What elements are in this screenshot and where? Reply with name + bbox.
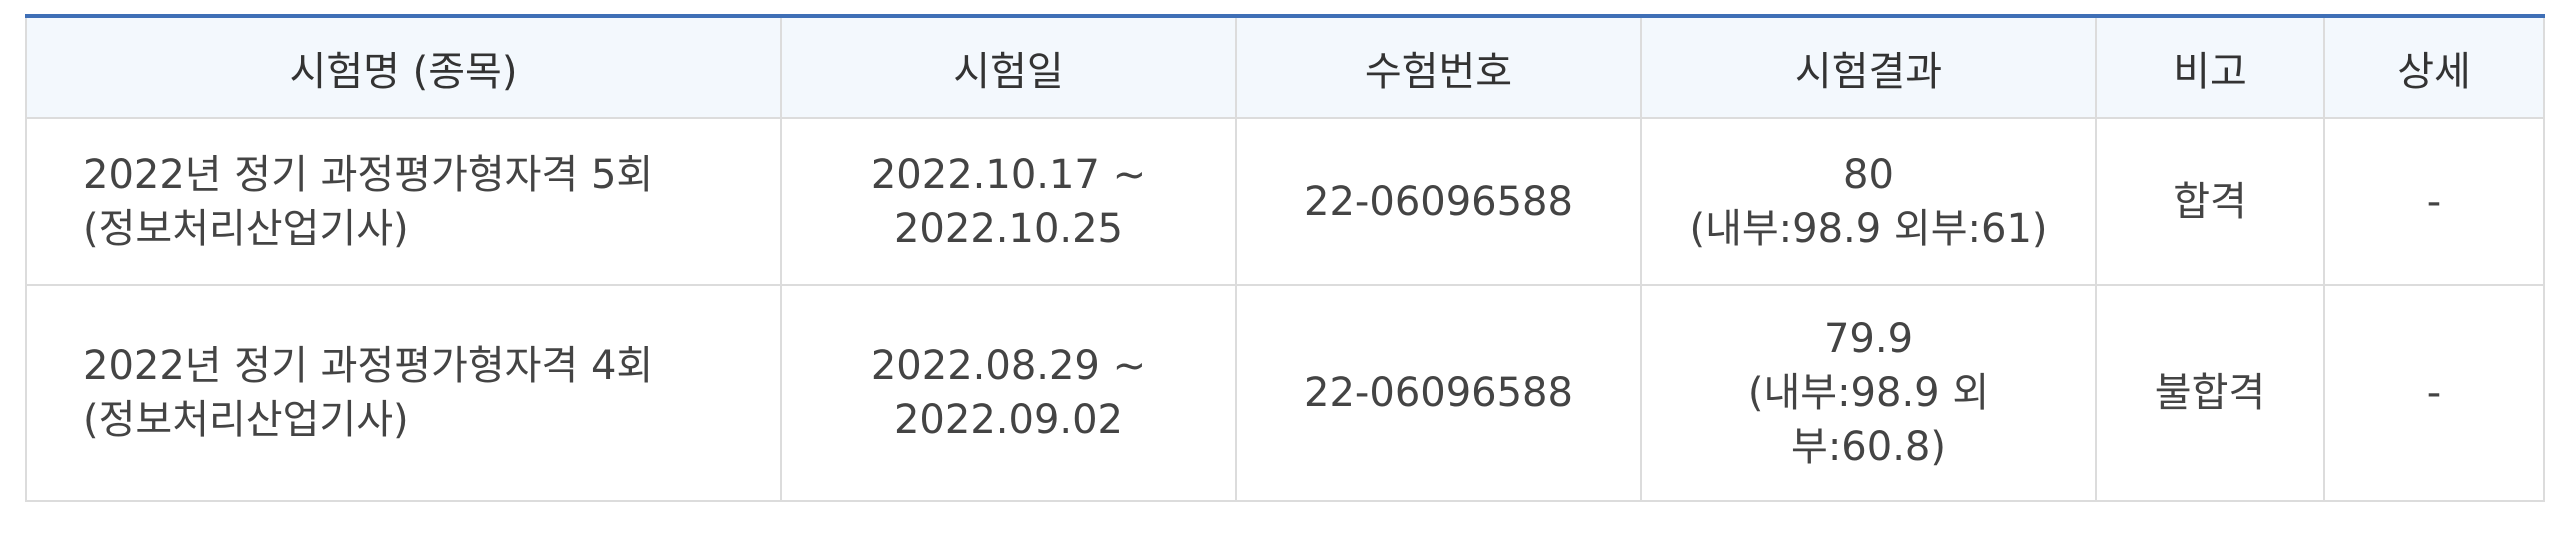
exam-score: 80 bbox=[1843, 151, 1894, 198]
exam-score-detail: (내부:98.9 외부:61) bbox=[1689, 205, 2048, 252]
exam-field: (정보처리산업기사) bbox=[83, 397, 409, 443]
header-exam-result: 시험결과 bbox=[1640, 16, 2097, 119]
detail-cell: - bbox=[2323, 285, 2545, 502]
exam-results-table: 시험명 (종목) 시험일 수험번호 시험결과 비고 상세 2022년 정기 과정… bbox=[25, 14, 2545, 502]
exam-date-start: 2022.10.17 ~ bbox=[870, 151, 1147, 198]
exam-date-start: 2022.08.29 ~ bbox=[870, 343, 1147, 389]
detail-value: - bbox=[2426, 370, 2442, 416]
exam-number-cell: 22-06096588 bbox=[1235, 285, 1642, 502]
header-exam-name: 시험명 (종목) bbox=[25, 16, 782, 119]
table-row: 2022년 정기 과정평가형자격 5회 (정보처리산업기사) 2022.10.1… bbox=[25, 118, 2545, 286]
pass-status: 합격 bbox=[2173, 178, 2247, 225]
exam-date-cell: 2022.10.17 ~ 2022.10.25 bbox=[780, 118, 1237, 286]
exam-number: 22-06096588 bbox=[1304, 178, 1573, 225]
exam-date-end: 2022.10.25 bbox=[893, 205, 1124, 252]
header-remark: 비고 bbox=[2095, 16, 2325, 119]
header-exam-number: 수험번호 bbox=[1235, 16, 1642, 119]
exam-name-cell: 2022년 정기 과정평가형자격 5회 (정보처리산업기사) bbox=[25, 118, 782, 286]
detail-cell: - bbox=[2323, 118, 2545, 286]
exam-field: (정보처리산업기사) bbox=[83, 205, 409, 252]
detail-value: - bbox=[2426, 178, 2442, 225]
exam-score: 79.9 bbox=[1823, 316, 1914, 362]
header-exam-date: 시험일 bbox=[780, 16, 1237, 119]
exam-date-cell: 2022.08.29 ~ 2022.09.02 bbox=[780, 285, 1237, 502]
exam-results-panel: 시험명 (종목) 시험일 수험번호 시험결과 비고 상세 2022년 정기 과정… bbox=[25, 14, 2545, 502]
remark-cell: 불합격 bbox=[2095, 285, 2325, 502]
exam-name: 2022년 정기 과정평가형자격 4회 bbox=[83, 343, 654, 389]
exam-number: 22-06096588 bbox=[1304, 370, 1573, 416]
exam-name: 2022년 정기 과정평가형자격 5회 bbox=[83, 151, 654, 198]
exam-result-cell: 79.9 (내부:98.9 외부:60.8) bbox=[1640, 285, 2097, 502]
exam-score-detail: (내부:98.9 외부:60.8) bbox=[1747, 370, 1990, 470]
remark-cell: 합격 bbox=[2095, 118, 2325, 286]
exam-name-cell: 2022년 정기 과정평가형자격 4회 (정보처리산업기사) bbox=[25, 285, 782, 502]
fail-status: 불합격 bbox=[2154, 370, 2266, 416]
exam-number-cell: 22-06096588 bbox=[1235, 118, 1642, 286]
exam-result-cell: 80 (내부:98.9 외부:61) bbox=[1640, 118, 2097, 286]
table-header-row: 시험명 (종목) 시험일 수험번호 시험결과 비고 상세 bbox=[25, 16, 2545, 119]
exam-date-end: 2022.09.02 bbox=[893, 397, 1124, 443]
header-detail: 상세 bbox=[2323, 16, 2545, 119]
table-row: 2022년 정기 과정평가형자격 4회 (정보처리산업기사) 2022.08.2… bbox=[25, 285, 2545, 502]
